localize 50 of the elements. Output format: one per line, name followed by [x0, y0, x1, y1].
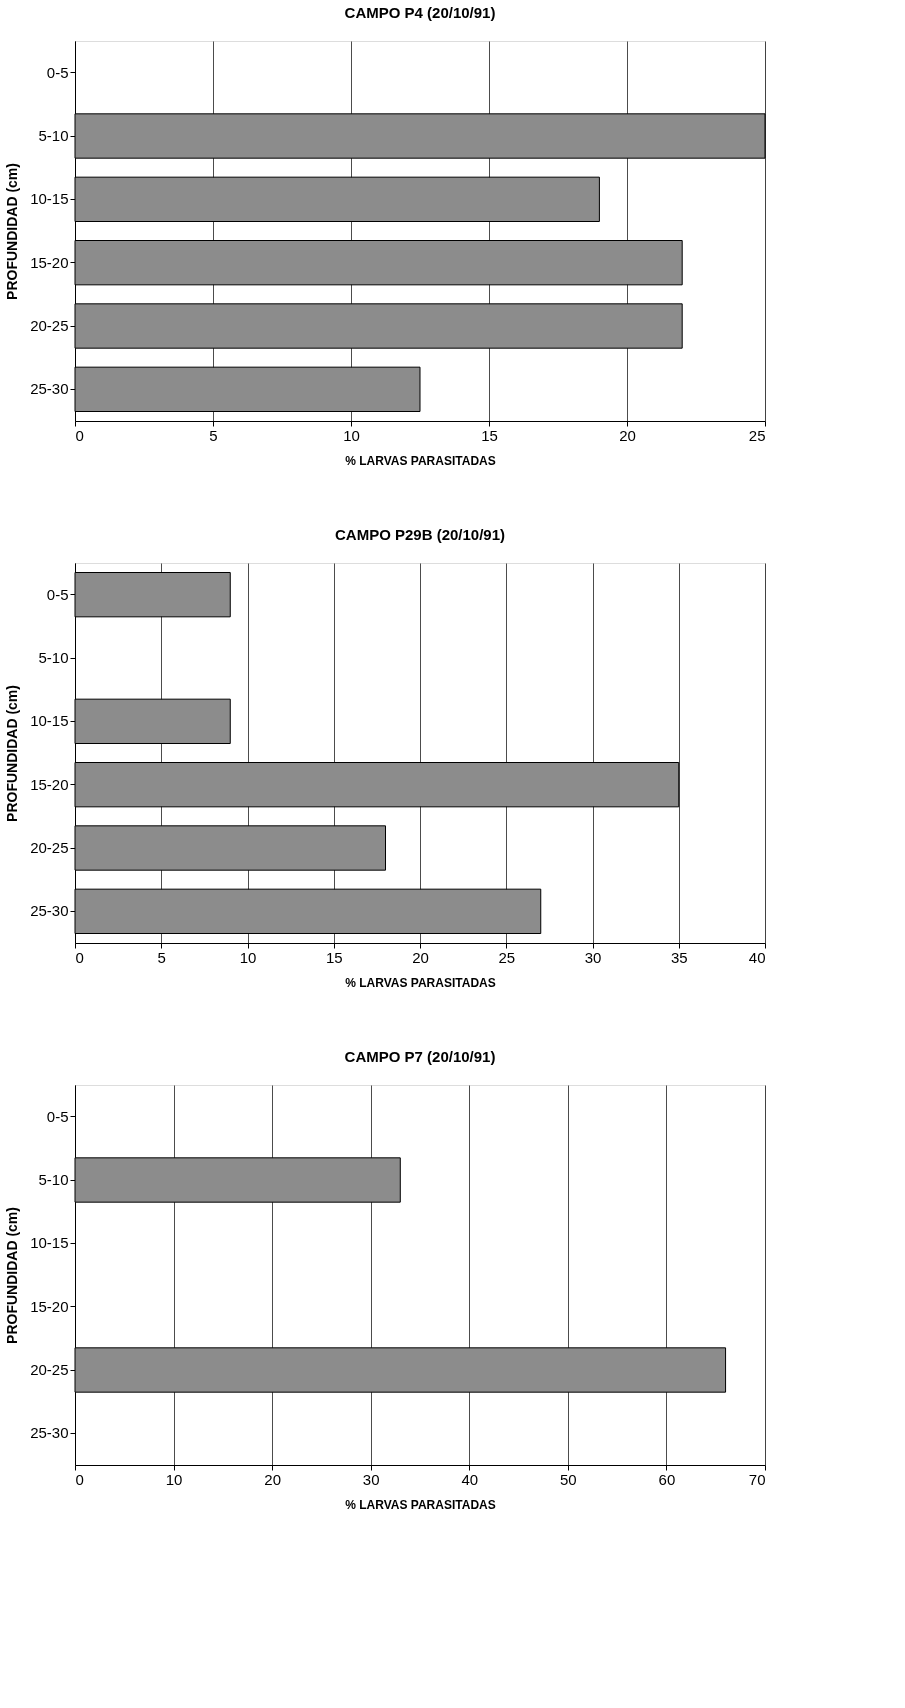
- x-axis-title: % LARVAS PARASITADAS: [345, 975, 496, 990]
- x-tick-label: 60: [658, 1470, 676, 1488]
- x-tick-label: 0: [75, 1470, 84, 1488]
- chart-title: CAMPO P7 (20/10/91): [344, 1048, 496, 1065]
- x-tick-label: 10: [239, 948, 257, 966]
- y-tick-label: 20-25: [30, 839, 69, 856]
- chart-title: CAMPO P29B (20/10/91): [334, 526, 506, 543]
- x-tick-label: 15: [325, 948, 343, 966]
- y-tick-label: 15-20: [30, 253, 69, 271]
- x-tick-label: 0: [75, 426, 84, 444]
- y-tick-label: 0-5: [46, 585, 69, 603]
- y-tick-label: 10-15: [30, 1234, 69, 1252]
- x-tick-label: 15: [481, 426, 498, 444]
- x-tick-label: 10: [343, 426, 360, 444]
- y-axis-title: PROFUNDIDAD (cm): [4, 163, 21, 300]
- y-tick-label: 25-30: [30, 1424, 69, 1442]
- x-tick-label: 30: [584, 948, 602, 966]
- x-tick-label: 5: [209, 426, 218, 444]
- x-tick-label: 25: [498, 948, 516, 966]
- y-axis-title: PROFUNDIDAD (cm): [4, 1207, 21, 1344]
- y-tick-label: 10-15: [30, 712, 69, 730]
- x-tick-label: 20: [412, 948, 429, 966]
- y-tick-label: 15-20: [30, 775, 69, 793]
- x-tick-label: 35: [670, 948, 688, 966]
- y-tick-label: 5-10: [38, 1171, 69, 1188]
- y-tick-label: 20-25: [30, 1361, 69, 1378]
- y-tick-label: 0-5: [46, 1107, 69, 1125]
- y-tick-label: 25-30: [30, 902, 69, 920]
- x-tick-label: 70: [748, 1470, 766, 1488]
- y-axis-title: PROFUNDIDAD (cm): [4, 685, 21, 822]
- x-tick-label: 40: [461, 1470, 479, 1488]
- x-axis-title: % LARVAS PARASITADAS: [345, 453, 496, 468]
- x-tick-label: 20: [264, 1470, 281, 1488]
- x-tick-label: 50: [560, 1470, 577, 1488]
- x-tick-label: 40: [748, 948, 766, 966]
- chart-title: CAMPO P4 (20/10/91): [344, 4, 496, 21]
- x-tick-label: 20: [619, 426, 636, 444]
- x-tick-label: 0: [75, 948, 84, 966]
- x-axis-title: % LARVAS PARASITADAS: [345, 1497, 496, 1512]
- y-tick-label: 5-10: [38, 127, 69, 144]
- x-tick-label: 25: [748, 426, 766, 444]
- x-tick-label: 5: [157, 948, 166, 966]
- y-tick-label: 0-5: [46, 63, 69, 81]
- y-tick-label: 25-30: [30, 380, 69, 398]
- y-tick-label: 15-20: [30, 1297, 69, 1315]
- y-tick-label: 10-15: [30, 190, 69, 208]
- x-tick-label: 10: [165, 1470, 183, 1488]
- y-tick-label: 20-25: [30, 317, 69, 334]
- x-tick-label: 30: [362, 1470, 380, 1488]
- y-tick-label: 5-10: [38, 649, 69, 666]
